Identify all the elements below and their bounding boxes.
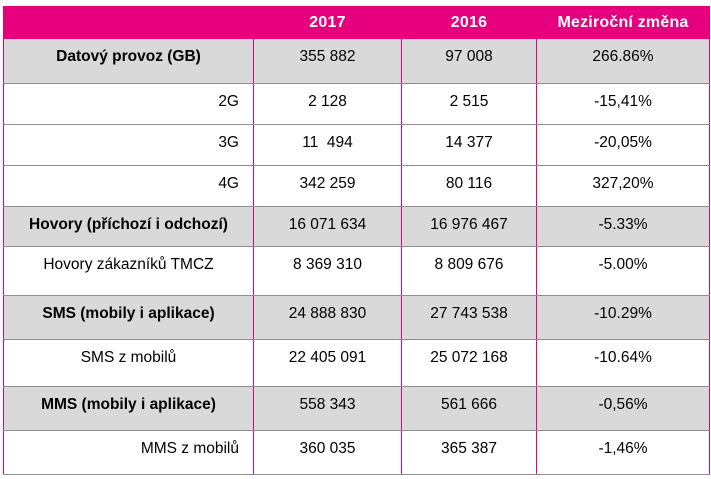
- value-2016: 25 072 168: [401, 339, 537, 387]
- value-2016: 80 116: [401, 165, 537, 207]
- value-2017: 8 369 310: [253, 246, 402, 296]
- value-2017: 16 071 634: [253, 206, 402, 247]
- value-change: -5.00%: [536, 246, 710, 296]
- header-cell-2016: 2016: [401, 6, 537, 39]
- value-change: -10.64%: [536, 339, 710, 387]
- row-label: Datový provoz (GB): [3, 38, 254, 84]
- value-2017: 2 128: [253, 83, 402, 125]
- table-row-calls: Hovory (příchozí i odchozí) 16 071 634 1…: [3, 206, 710, 247]
- value-change: -20,05%: [536, 124, 710, 166]
- header-cell-2017: 2017: [253, 6, 402, 39]
- header-row: 2017 2016 Meziroční změna: [3, 6, 710, 39]
- table-row-mms-mobile: MMS z mobilů 360 035 365 387 -1,46%: [3, 430, 710, 475]
- table-row-3g: 3G 11 494 14 377 -20,05%: [3, 124, 710, 166]
- table-row-mms: MMS (mobily i aplikace) 558 343 561 666 …: [3, 386, 710, 431]
- value-2016: 97 008: [401, 38, 537, 84]
- value-2017: 342 259: [253, 165, 402, 207]
- header-cell-empty: [3, 6, 254, 39]
- value-2016: 365 387: [401, 430, 537, 475]
- value-2017: 11 494: [253, 124, 402, 166]
- value-change: -1,46%: [536, 430, 710, 475]
- value-2017: 360 035: [253, 430, 402, 475]
- value-change: -10.29%: [536, 295, 710, 340]
- value-2016: 561 666: [401, 386, 537, 431]
- row-label: 2G: [3, 83, 254, 125]
- table-row-4g: 4G 342 259 80 116 327,20%: [3, 165, 710, 207]
- value-2017: 22 405 091: [253, 339, 402, 387]
- value-2016: 2 515: [401, 83, 537, 125]
- value-2017: 558 343: [253, 386, 402, 431]
- value-change: 266.86%: [536, 38, 710, 84]
- value-2016: 14 377: [401, 124, 537, 166]
- table-row-sms: SMS (mobily i aplikace) 24 888 830 27 74…: [3, 295, 710, 340]
- row-label: SMS (mobily i aplikace): [3, 295, 254, 340]
- value-change: -0,56%: [536, 386, 710, 431]
- row-label: Hovory zákazníků TMCZ: [3, 246, 254, 296]
- value-2017: 355 882: [253, 38, 402, 84]
- row-label: SMS z mobilů: [3, 339, 254, 387]
- header-cell-change: Meziroční změna: [536, 6, 710, 39]
- value-2016: 27 743 538: [401, 295, 537, 340]
- row-label: 3G: [3, 124, 254, 166]
- row-label: MMS z mobilů: [3, 430, 254, 475]
- value-2017: 24 888 830: [253, 295, 402, 340]
- row-label: 4G: [3, 165, 254, 207]
- row-label: MMS (mobily i aplikace): [3, 386, 254, 431]
- value-change: -5.33%: [536, 206, 710, 247]
- row-label: Hovory (příchozí i odchozí): [3, 206, 254, 247]
- table-row-2g: 2G 2 128 2 515 -15,41%: [3, 83, 710, 125]
- value-2016: 16 976 467: [401, 206, 537, 247]
- value-2016: 8 809 676: [401, 246, 537, 296]
- table-row-data-traffic: Datový provoz (GB) 355 882 97 008 266.86…: [3, 38, 710, 84]
- table-row-sms-mobile: SMS z mobilů 22 405 091 25 072 168 -10.6…: [3, 339, 710, 387]
- table-row-calls-tmcz: Hovory zákazníků TMCZ 8 369 310 8 809 67…: [3, 246, 710, 296]
- value-change: 327,20%: [536, 165, 710, 207]
- value-change: -15,41%: [536, 83, 710, 125]
- yearly-stats-table: 2017 2016 Meziroční změna Datový provoz …: [3, 6, 710, 475]
